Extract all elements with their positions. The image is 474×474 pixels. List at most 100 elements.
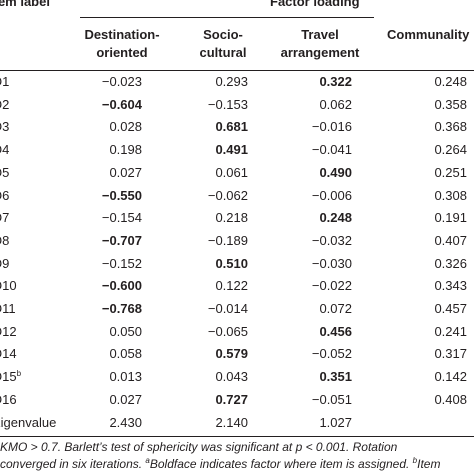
table-row: O4 0.198 0.491 −0.041 0.264 [0,140,474,160]
column-header-travel-arrangement: Travel arrangement [280,27,360,60]
table-cell: 0.407 [434,232,467,248]
table-cell: 0.013 [109,369,142,385]
table-cell: −0.600 [101,278,142,294]
table-cell: 0.351 [319,369,352,385]
table-cell: 0.028 [109,119,142,135]
table-row: O12 0.050 −0.065 0.456 0.241 [0,322,474,342]
table-cell: 0.510 [215,255,248,271]
table-cell: 0.408 [434,391,467,407]
table-bottom-rule [0,436,474,437]
row-label: O1 [0,74,10,89]
table-cell: 0.579 [215,346,248,362]
row-label: O3 [0,119,10,135]
table-cell: 0.027 [109,164,142,180]
table-cell: −0.014 [207,301,248,316]
table-cell: 1.027 [319,414,352,430]
table-cell: 0.050 [109,323,142,339]
footnote-line-1: KMO > 0.7. Barlett’s test of sphericity … [0,440,398,454]
table-cell: −0.707 [101,232,142,248]
row-label: O11 [0,301,16,316]
table-cell: −0.022 [311,278,352,294]
table-cell: 0.241 [434,323,467,339]
table-row: Eigenvalue 2.430 2.140 1.027 [0,413,474,433]
row-label: O15b [0,369,22,385]
table-cell: 0.317 [434,346,467,362]
table-cell: −0.051 [311,391,352,407]
table-cell: −0.032 [311,232,352,248]
table-cell: −0.006 [311,187,352,203]
row-label: O9 [0,255,10,271]
table-cell: −0.152 [101,255,142,271]
table-cell: −0.052 [311,346,352,362]
table-cell: −0.041 [311,142,352,158]
table-cell: 0.681 [215,119,248,135]
row-label: O10 [0,278,17,294]
table-cell: 0.491 [215,142,248,158]
table-cell: 0.061 [215,164,248,180]
table-row: O9 −0.152 0.510 −0.030 0.326 [0,254,474,274]
table-cell: 0.457 [434,301,467,316]
table-cell: −0.604 [101,96,142,112]
table-row: O16 0.027 0.727 −0.051 0.408 [0,390,474,410]
table-row: O7 −0.154 0.218 0.248 0.191 [0,208,474,228]
table-cell: −0.016 [311,119,352,135]
table-row: O6 −0.550 −0.062 −0.006 0.308 [0,186,474,206]
table-cell: −0.154 [101,210,142,226]
table-cell: 0.198 [109,142,142,158]
table-cell: −0.189 [207,232,248,248]
row-label: O14 [0,346,17,362]
table-row: O14 0.058 0.579 −0.052 0.317 [0,344,474,364]
table-cell: −0.153 [207,96,248,112]
factor-loading-rule [80,17,374,18]
table-row: O15b 0.013 0.043 0.351 0.142 [0,367,474,387]
table-row: O10 −0.600 0.122 −0.022 0.343 [0,276,474,296]
table-cell: 0.456 [319,323,352,339]
table-cell: −0.062 [207,187,248,203]
table-cell: 0.027 [109,391,142,407]
row-label: O2 [0,96,10,112]
table-row: O3 0.028 0.681 −0.016 0.368 [0,117,474,137]
table-cell: 0.072 [319,301,352,316]
header-bottom-rule [0,70,474,71]
row-label: O8 [0,232,10,248]
footnote-line-2: converged in six iterations. aBoldface i… [0,456,441,472]
table-cell: 0.358 [434,96,467,112]
table-cell: 0.248 [319,210,352,226]
table-cell: 0.264 [434,142,467,158]
table-cell: 0.122 [215,278,248,294]
table-cell: −0.030 [311,255,352,271]
table-cell: 2.140 [215,414,248,430]
table-cell: 0.251 [434,164,467,180]
table-cell: 0.322 [319,74,352,89]
table-cell: −0.768 [101,301,142,316]
table-cell: 0.326 [434,255,467,271]
table-cell: 0.218 [215,210,248,226]
column-header-destination-oriented: Destination-oriented [84,27,160,60]
row-label: O6 [0,187,10,203]
table-cell: 0.368 [434,119,467,135]
column-header-communality: Communality [387,27,470,42]
table-cell: 0.191 [434,210,467,226]
table-cell: −0.065 [207,323,248,339]
table-cell: 0.043 [215,369,248,385]
column-header-socio-cultural: Socio-cultural [199,27,247,60]
row-label: Eigenvalue [0,414,57,430]
table-cell: 0.248 [434,74,467,89]
table-row: O11 −0.768 −0.014 0.072 0.457 [0,299,474,319]
table-cell: 2.430 [109,414,142,430]
row-label: O12 [0,323,17,339]
table-row: O2 −0.604 −0.153 0.062 0.358 [0,95,474,115]
table-cell: −0.023 [101,74,142,89]
table-cell: 0.727 [215,391,248,407]
table-cell: −0.550 [101,187,142,203]
item-label-header: Item label [0,0,50,9]
table-cell: 0.293 [215,74,248,89]
table-row: O8 −0.707 −0.189 −0.032 0.407 [0,231,474,251]
table-cell: 0.142 [434,369,467,385]
table-cell: 0.062 [319,96,352,112]
table-cell: 0.058 [109,346,142,362]
table-cell: 0.490 [319,164,352,180]
row-label: O7 [0,210,10,226]
table-row: O5 0.027 0.061 0.490 0.251 [0,163,474,183]
